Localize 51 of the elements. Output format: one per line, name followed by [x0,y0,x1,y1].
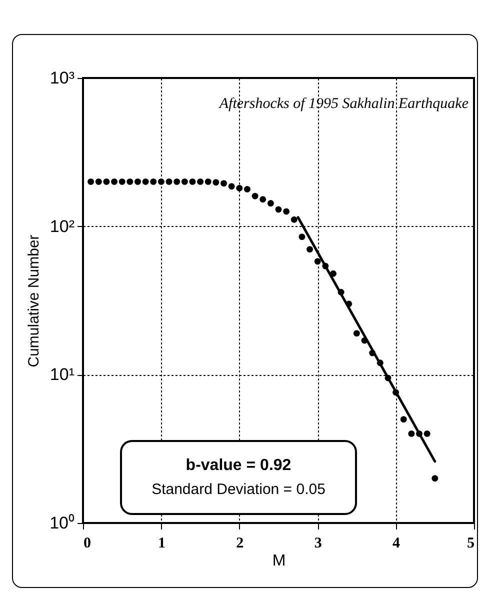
point [111,178,118,185]
point [220,180,227,187]
point [158,178,164,185]
point [197,178,204,185]
y-axis-title: Cumulative Number [26,234,43,368]
point [306,246,314,253]
point [134,178,141,185]
annotation: b-value = 0.92 [184,457,292,475]
y-tick-label: 10³ [50,68,75,88]
point [174,178,180,185]
point [290,216,298,223]
x-tick-label: 4 [392,536,401,552]
point [126,178,134,185]
point [204,178,212,185]
point [244,186,250,192]
x-tick-label: 1 [158,536,166,552]
point [275,206,282,213]
point [260,196,266,203]
point [298,234,306,240]
point [314,258,321,265]
point [424,430,430,437]
point [236,184,243,192]
point [432,475,438,482]
point [400,416,407,423]
x-tick-label: 3 [314,536,322,552]
y-tick-label: 10¹ [50,365,75,384]
point [408,430,415,437]
point [95,178,102,185]
x-tick-label: 2 [236,536,244,552]
text: Aftershocks of 1995 Sakhalin Earthquake [218,96,469,112]
point [228,183,235,190]
text-box: b-value = 0.92 Standard Deviation = 0.05 [120,440,357,515]
point [166,178,172,185]
point [267,200,274,207]
point [142,178,149,185]
point [103,178,110,185]
x-tick-label: 0 [84,536,91,552]
y-tick-label: 10² [50,216,75,236]
point [212,179,220,186]
x-axis-title: M [272,552,286,570]
x-tick-label: 5 [467,536,474,552]
point [118,178,126,185]
annotation: Standard Deviation = 0.05 [150,481,326,498]
point [252,192,258,200]
point [181,178,188,185]
point [88,178,94,185]
point [150,178,157,185]
y-tick-label: 10⁰ [50,514,74,532]
point [283,208,290,215]
point [353,330,360,337]
point [189,178,196,185]
